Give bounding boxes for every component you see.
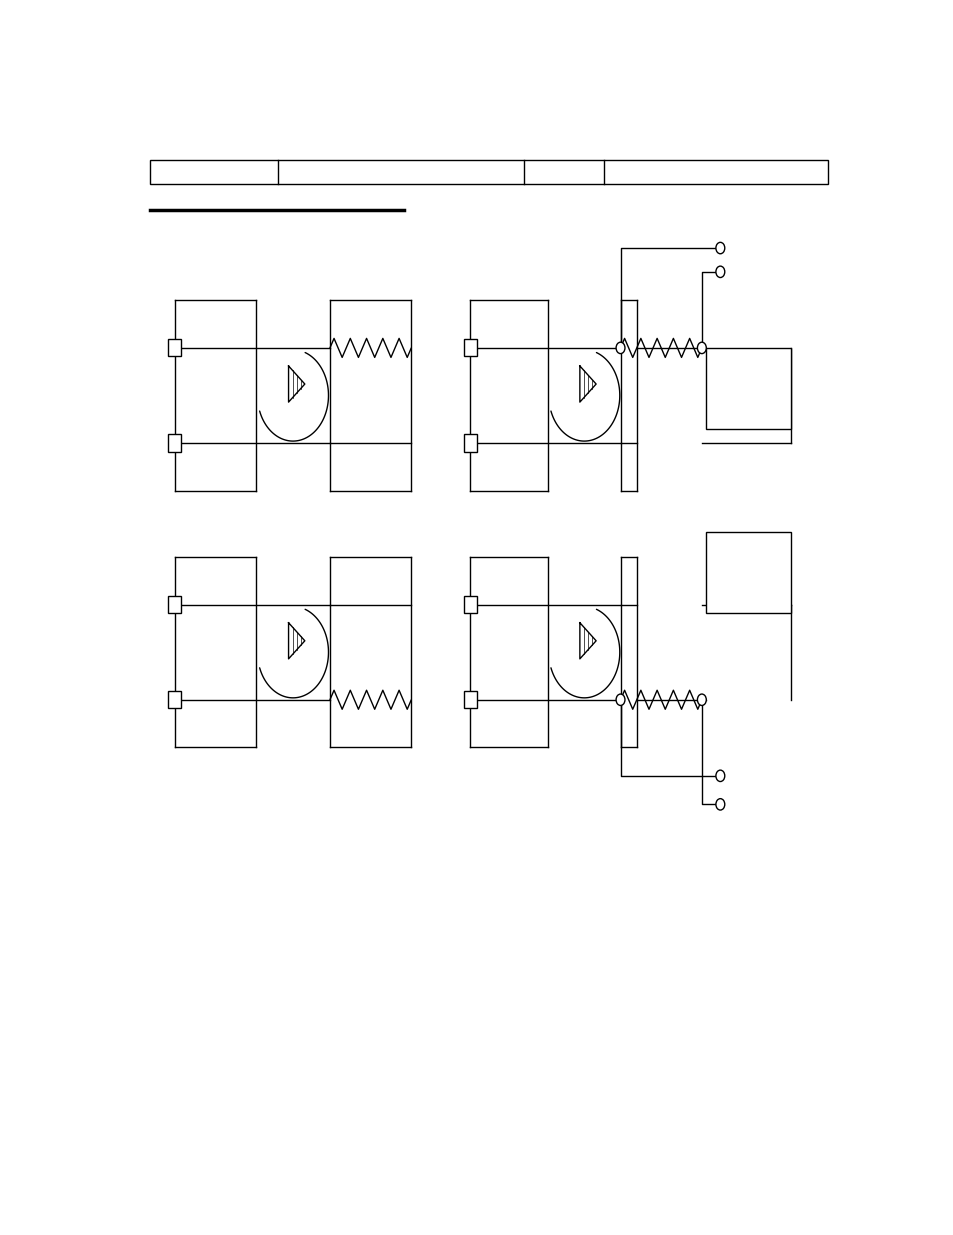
Bar	[151, 159, 826, 184]
Bar	[463, 597, 476, 614]
Bar	[168, 692, 181, 709]
Circle shape	[697, 694, 705, 705]
Bar	[463, 340, 476, 357]
Circle shape	[616, 342, 624, 353]
Bar	[168, 340, 181, 357]
Circle shape	[715, 266, 724, 278]
Bar	[705, 348, 790, 429]
Circle shape	[616, 694, 624, 705]
Circle shape	[715, 771, 724, 782]
Polygon shape	[288, 366, 305, 403]
Polygon shape	[579, 366, 596, 403]
Polygon shape	[288, 622, 305, 658]
Circle shape	[715, 799, 724, 810]
Circle shape	[715, 242, 724, 253]
Bar	[705, 532, 790, 613]
Bar	[168, 597, 181, 614]
Bar	[168, 435, 181, 452]
Bar	[463, 692, 476, 709]
Bar	[463, 435, 476, 452]
Circle shape	[697, 342, 705, 353]
Polygon shape	[579, 622, 596, 658]
